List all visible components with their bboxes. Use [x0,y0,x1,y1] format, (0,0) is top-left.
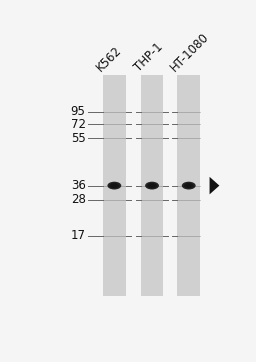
Ellipse shape [145,182,159,189]
Text: 55: 55 [71,132,86,145]
Ellipse shape [182,182,196,189]
Ellipse shape [147,183,157,188]
Text: THP-1: THP-1 [131,41,165,74]
Bar [141,76,163,296]
Text: 17: 17 [71,229,86,242]
Ellipse shape [184,183,194,188]
Ellipse shape [149,184,155,187]
Bar [177,76,200,296]
Text: HT-1080: HT-1080 [168,30,212,74]
Ellipse shape [110,183,119,188]
Ellipse shape [108,182,121,189]
Text: 28: 28 [71,193,86,206]
Text: 72: 72 [71,118,86,131]
Text: 95: 95 [71,105,86,118]
Bar [103,76,126,296]
Ellipse shape [186,184,191,187]
Text: K562: K562 [94,44,124,74]
Text: 36: 36 [71,179,86,192]
Ellipse shape [112,184,117,187]
Polygon shape [210,177,219,194]
